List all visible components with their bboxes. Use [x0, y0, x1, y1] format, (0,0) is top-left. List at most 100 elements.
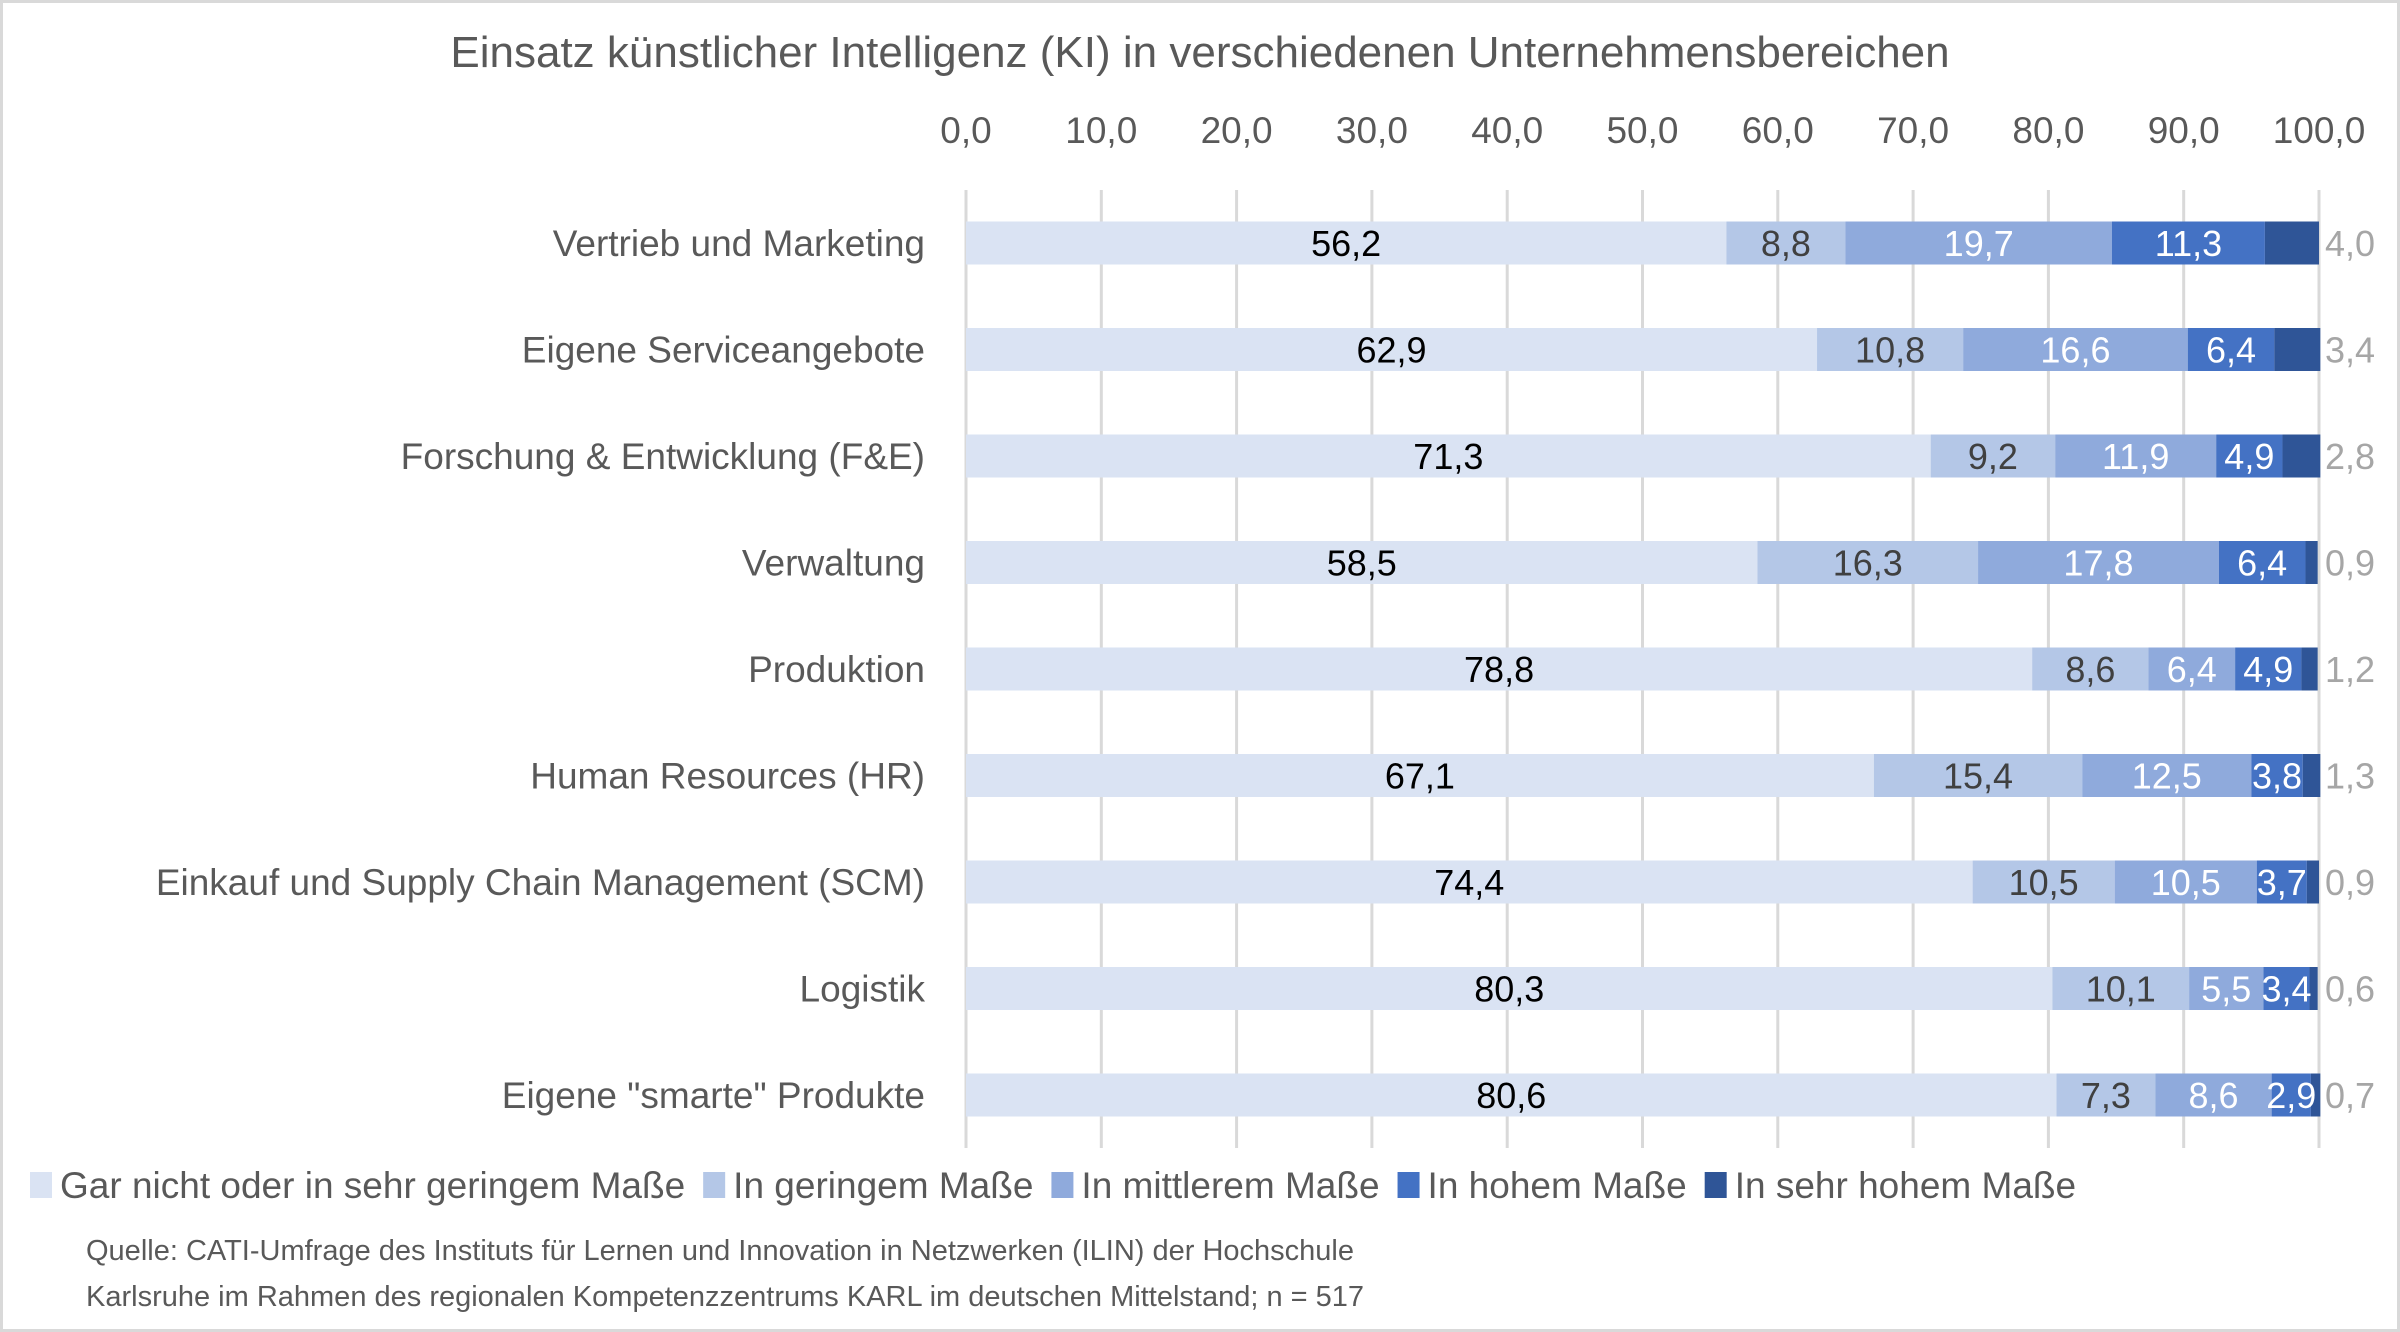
bar-segment: [2189, 967, 2264, 1010]
data-label: 8,6: [2188, 1075, 2238, 1116]
data-label: 16,3: [1833, 543, 1903, 584]
data-label: 56,2: [1311, 223, 1381, 264]
data-label: 3,8: [2252, 756, 2302, 797]
data-label: 10,8: [1855, 330, 1925, 371]
data-label: 10,5: [2009, 862, 2079, 903]
data-label: 15,4: [1943, 756, 2013, 797]
bar-segment: [966, 967, 2053, 1010]
x-axis-ticks: 0,0 10,0 20,0 30,0 40,0 50,0 60,0 70,0 80,0 90,0 1…: [940, 110, 2365, 151]
data-label: 0,9: [2325, 862, 2375, 903]
x-tick-label: 80,0: [2012, 110, 2084, 151]
legend-label: In sehr hohem Maße: [1735, 1165, 2076, 1206]
data-label: 8,8: [1761, 223, 1811, 264]
bar-segment: [2263, 967, 2310, 1010]
data-label: 11,3: [2155, 223, 2222, 264]
data-label: 6,4: [2237, 543, 2287, 584]
bar-segment: [2301, 647, 2318, 691]
data-label: 3,4: [2325, 330, 2375, 371]
data-label: 12,5: [2132, 756, 2202, 797]
data-label: 3,7: [2257, 862, 2307, 903]
bar-segment: [1972, 860, 2115, 904]
data-label: 0,7: [2325, 1075, 2375, 1116]
legend-label: Gar nicht oder in sehr geringem Maße: [60, 1165, 685, 1206]
legend-label: In hohem Maße: [1428, 1165, 1687, 1206]
bar-segment: [966, 1073, 2057, 1117]
legend-swatch: [1051, 1172, 1074, 1198]
bar-segment: [2310, 1073, 2321, 1117]
bar-segment: [2114, 860, 2257, 904]
bar-segment: [2282, 434, 2321, 478]
source-line-2: Karlsruhe im Rahmen des regionalen Kompe…: [86, 1281, 1364, 1313]
bar-segment: [2235, 647, 2302, 691]
legend-swatch: [30, 1172, 52, 1198]
legend-swatch: [1704, 1172, 1727, 1198]
bar-segment: [2251, 754, 2303, 797]
x-tick-label: 40,0: [1471, 110, 1543, 151]
bar-segment: [2032, 647, 2149, 691]
data-label: 67,1: [1385, 756, 1455, 797]
bar-segment: [966, 541, 1758, 584]
data-label: 4,0: [2325, 223, 2375, 264]
data-label: 80,3: [1474, 969, 1544, 1010]
data-label: 4,9: [2224, 436, 2274, 477]
bar-segment: [2256, 860, 2307, 904]
x-tick-label: 70,0: [1877, 110, 1949, 151]
bar-segment: [2111, 221, 2265, 265]
bar-segment: [2082, 754, 2252, 797]
data-label: 8,6: [2065, 649, 2115, 690]
bar-segment: [1726, 221, 1846, 265]
bar-segment: [966, 434, 1931, 478]
data-label: 6,4: [2167, 649, 2217, 690]
data-label: 10,1: [2086, 969, 2156, 1010]
data-label: 1,3: [2325, 756, 2375, 797]
data-label: 5,5: [2201, 969, 2251, 1010]
bar-segment: [1757, 541, 1979, 584]
data-label: 9,2: [1968, 436, 2018, 477]
bar-segment: [966, 860, 1973, 904]
legend-swatch: [1397, 1172, 1420, 1198]
bar-segment: [2264, 221, 2319, 265]
bar-segment: [966, 328, 1818, 371]
data-label: 10,5: [2151, 862, 2221, 903]
data-label: 11,9: [2102, 436, 2169, 477]
bar-segment: [2271, 1073, 2311, 1117]
x-tick-label: 20,0: [1201, 110, 1273, 151]
bar-segment: [2052, 967, 2190, 1010]
bar-segment: [1978, 541, 2219, 584]
data-label: 1,2: [2325, 649, 2375, 690]
bar-segment: [966, 754, 1874, 797]
category-label: Human Resources (HR): [530, 756, 925, 797]
bar-segment: [2305, 541, 2318, 584]
data-label: 3,4: [2262, 969, 2312, 1010]
bar-segment: [1845, 221, 2112, 265]
source-line-1: Quelle: CATI-Umfrage des Instituts für L…: [86, 1235, 1354, 1267]
data-label: 7,3: [2081, 1075, 2131, 1116]
data-label: 71,3: [1413, 436, 1483, 477]
data-label: 2,9: [2266, 1075, 2316, 1116]
data-label: 58,5: [1327, 543, 1397, 584]
data-label: 0,6: [2325, 969, 2375, 1010]
x-tick-label: 50,0: [1606, 110, 1678, 151]
bar-segment: [1930, 434, 2056, 478]
data-label: 62,9: [1356, 330, 1426, 371]
bars: [966, 221, 2321, 1117]
data-label: 2,8: [2325, 436, 2375, 477]
x-tick-label: 0,0: [940, 110, 991, 151]
bar-segment: [2056, 1073, 2156, 1117]
bar-segment: [1873, 754, 2083, 797]
data-label: 4,9: [2243, 649, 2293, 690]
category-label: Vertrieb und Marketing: [553, 223, 925, 264]
bar-segment: [2302, 754, 2321, 797]
legend-label: In geringem Maße: [733, 1165, 1033, 1206]
category-label: Produktion: [748, 649, 925, 690]
data-label: 17,8: [2063, 543, 2133, 584]
bar-segment: [2218, 541, 2306, 584]
legend-label: In mittlerem Maße: [1081, 1165, 1379, 1206]
x-tick-label: 100,0: [2273, 110, 2366, 151]
data-label: 16,6: [2040, 330, 2110, 371]
data-label: 0,9: [2325, 543, 2375, 584]
legend: Gar nicht oder in sehr geringem Maße In g…: [30, 1165, 2076, 1206]
data-label: 19,7: [1944, 223, 2014, 264]
bar-segment: [1963, 328, 2188, 371]
